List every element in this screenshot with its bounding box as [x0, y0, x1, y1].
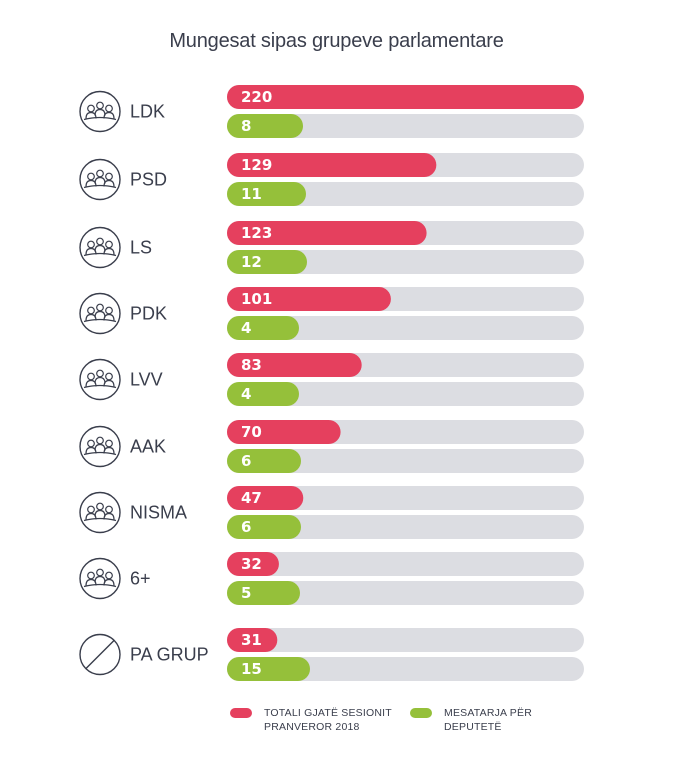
group-icon	[79, 425, 121, 468]
bar-total	[227, 221, 427, 245]
bar-average	[227, 449, 301, 473]
legend-swatch-average	[410, 708, 432, 718]
data-label: 123	[241, 224, 272, 242]
category-label: 6+	[130, 569, 151, 589]
legend-total-line2: PRANVEROR 2018	[264, 721, 360, 733]
data-label: 220	[241, 88, 272, 106]
group-icon	[79, 358, 121, 401]
category-label: AAK	[130, 437, 166, 457]
group-icon	[79, 292, 121, 335]
bar-track	[227, 581, 584, 605]
category-label: PSD	[130, 170, 167, 190]
bar-average	[227, 182, 306, 206]
bar-total	[227, 552, 279, 576]
data-label: 31	[241, 631, 262, 649]
category-label: LVV	[130, 370, 163, 390]
bar-average	[227, 515, 301, 539]
category-label: LDK	[130, 102, 165, 122]
data-label: 47	[241, 489, 262, 507]
bar-total	[227, 85, 584, 109]
data-label: 101	[241, 290, 272, 308]
chart-title: Mungesat sipas grupeve parlamentare	[169, 30, 504, 52]
legend-average-line1: MESATARJA PËR	[444, 707, 532, 719]
bar-total	[227, 287, 391, 311]
bar-track	[227, 182, 584, 206]
bar-track	[227, 552, 584, 576]
data-label: 4	[241, 319, 251, 337]
bar-track	[227, 515, 584, 539]
bar-average	[227, 382, 299, 406]
bar-track	[227, 657, 584, 681]
bar-track	[227, 114, 584, 138]
bar-average	[227, 657, 310, 681]
data-label: 4	[241, 385, 251, 403]
data-label: 6	[241, 518, 251, 536]
data-label: 15	[241, 660, 262, 678]
data-label: 70	[241, 423, 262, 441]
category-label: PA GRUP	[130, 645, 209, 665]
group-icon	[79, 158, 121, 201]
bar-track	[227, 628, 584, 652]
group-icon	[79, 226, 121, 269]
legend-swatch-total	[230, 708, 252, 718]
no-group-icon	[79, 633, 121, 676]
bar-total	[227, 486, 304, 510]
bar-total	[227, 420, 341, 444]
group-icon	[79, 491, 121, 534]
bar-total	[227, 628, 278, 652]
bar-average	[227, 250, 307, 274]
legend-label-average: MESATARJA PËR DEPUTETË	[444, 706, 532, 734]
category-label: LS	[130, 238, 152, 258]
group-icon	[79, 557, 121, 600]
data-label: 6	[241, 452, 251, 470]
legend-label-total: TOTALI GJATË SESIONIT PRANVEROR 2018	[264, 706, 392, 734]
data-label: 8	[241, 117, 251, 135]
bar-average	[227, 114, 303, 138]
data-label: 83	[241, 356, 262, 374]
bar-average	[227, 316, 299, 340]
bar-track	[227, 486, 584, 510]
bar-total	[227, 353, 362, 377]
category-label: PDK	[130, 304, 167, 324]
data-label: 11	[241, 185, 262, 203]
legend-average-line2: DEPUTETË	[444, 721, 502, 733]
legend-item-total: TOTALI GJATË SESIONIT PRANVEROR 2018	[230, 706, 392, 734]
data-label: 5	[241, 584, 251, 602]
bar-track	[227, 382, 584, 406]
bar-total	[227, 153, 437, 177]
data-label: 32	[241, 555, 262, 573]
bar-track	[227, 316, 584, 340]
bar-track	[227, 250, 584, 274]
data-label: 129	[241, 156, 272, 174]
bar-track	[227, 449, 584, 473]
data-label: 12	[241, 253, 262, 271]
legend-total-line1: TOTALI GJATË SESIONIT	[264, 707, 392, 719]
group-icon	[79, 90, 121, 133]
legend-item-average: MESATARJA PËR DEPUTETË	[410, 706, 532, 734]
bar-average	[227, 581, 300, 605]
category-label: NISMA	[130, 503, 187, 523]
